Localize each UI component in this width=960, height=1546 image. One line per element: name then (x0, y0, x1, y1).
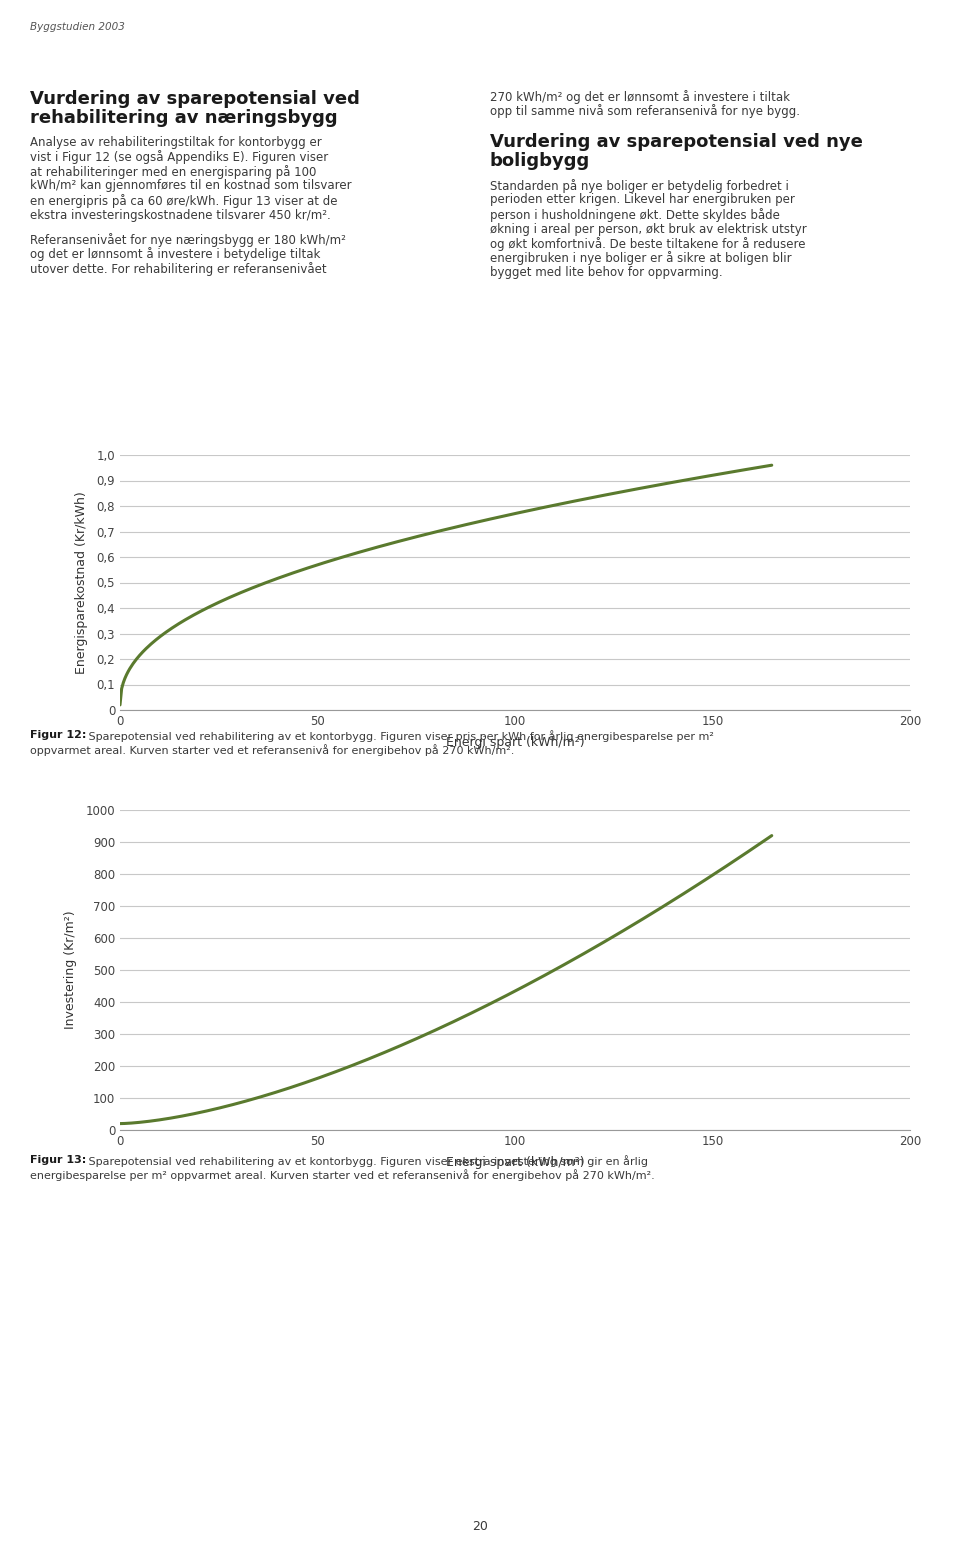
Text: Byggstudien 2003: Byggstudien 2003 (30, 22, 125, 32)
Text: ekstra investeringskostnadene tilsvarer 450 kr/m².: ekstra investeringskostnadene tilsvarer … (30, 209, 331, 221)
Text: boligbygg: boligbygg (490, 152, 590, 170)
Text: og det er lønnsomt å investere i betydelige tiltak: og det er lønnsomt å investere i betydel… (30, 247, 321, 261)
Text: 20: 20 (472, 1520, 488, 1534)
Text: energibruken i nye boliger er å sikre at boligen blir: energibruken i nye boliger er å sikre at… (490, 252, 792, 266)
Text: en energipris på ca 60 øre/kWh. Figur 13 viser at de: en energipris på ca 60 øre/kWh. Figur 13… (30, 193, 338, 209)
Text: og økt komfortnivå. De beste tiltakene for å redusere: og økt komfortnivå. De beste tiltakene f… (490, 237, 805, 250)
Text: Vurdering av sparepotensial ved: Vurdering av sparepotensial ved (30, 90, 360, 108)
Text: utover dette. For rehabilitering er referansenivået: utover dette. For rehabilitering er refe… (30, 261, 326, 277)
Text: økning i areal per person, økt bruk av elektrisk utstyr: økning i areal per person, økt bruk av e… (490, 223, 806, 235)
Text: 270 kWh/m² og det er lønnsomt å investere i tiltak: 270 kWh/m² og det er lønnsomt å invester… (490, 90, 790, 104)
Text: Sparepotensial ved rehabilitering av et kontorbygg. Figuren viser ekstra investe: Sparepotensial ved rehabilitering av et … (85, 1155, 648, 1167)
Text: kWh/m² kan gjennomføres til en kostnad som tilsvarer: kWh/m² kan gjennomføres til en kostnad s… (30, 179, 351, 193)
X-axis label: Energi spart (kWh/m²): Energi spart (kWh/m²) (445, 736, 585, 750)
Y-axis label: Energisparekostnad (Kr/kWh): Energisparekostnad (Kr/kWh) (75, 492, 88, 674)
Text: at rehabiliteringer med en energisparing på 100: at rehabiliteringer med en energisparing… (30, 165, 317, 179)
Text: energibesparelse per m² oppvarmet areal. Kurven starter ved et referansenivå for: energibesparelse per m² oppvarmet areal.… (30, 1169, 655, 1181)
Text: bygget med lite behov for oppvarming.: bygget med lite behov for oppvarming. (490, 266, 723, 278)
Text: Analyse av rehabiliteringstiltak for kontorbygg er: Analyse av rehabiliteringstiltak for kon… (30, 136, 322, 148)
Text: Figur 13:: Figur 13: (30, 1155, 86, 1166)
Text: Referansenivået for nye næringsbygg er 180 kWh/m²: Referansenivået for nye næringsbygg er 1… (30, 233, 346, 247)
Text: Sparepotensial ved rehabilitering av et kontorbygg. Figuren viser pris per kWh f: Sparepotensial ved rehabilitering av et … (85, 730, 714, 742)
Text: perioden etter krigen. Likevel har energibruken per: perioden etter krigen. Likevel har energ… (490, 193, 795, 207)
Text: opp til samme nivå som referansenivå for nye bygg.: opp til samme nivå som referansenivå for… (490, 105, 800, 119)
X-axis label: Energi spart (kWh/m²): Energi spart (kWh/m²) (445, 1156, 585, 1169)
Text: Figur 12:: Figur 12: (30, 730, 86, 741)
Text: vist i Figur 12 (se også Appendiks E). Figuren viser: vist i Figur 12 (se også Appendiks E). F… (30, 150, 328, 164)
Y-axis label: Investering (Kr/m²): Investering (Kr/m²) (64, 911, 77, 1030)
Text: person i husholdningene økt. Dette skyldes både: person i husholdningene økt. Dette skyld… (490, 209, 780, 223)
Text: Vurdering av sparepotensial ved nye: Vurdering av sparepotensial ved nye (490, 133, 863, 152)
Text: oppvarmet areal. Kurven starter ved et referansenivå for energibehov på 270 kWh/: oppvarmet areal. Kurven starter ved et r… (30, 744, 515, 756)
Text: Standarden på nye boliger er betydelig forbedret i: Standarden på nye boliger er betydelig f… (490, 179, 789, 193)
Text: rehabilitering av næringsbygg: rehabilitering av næringsbygg (30, 110, 338, 127)
